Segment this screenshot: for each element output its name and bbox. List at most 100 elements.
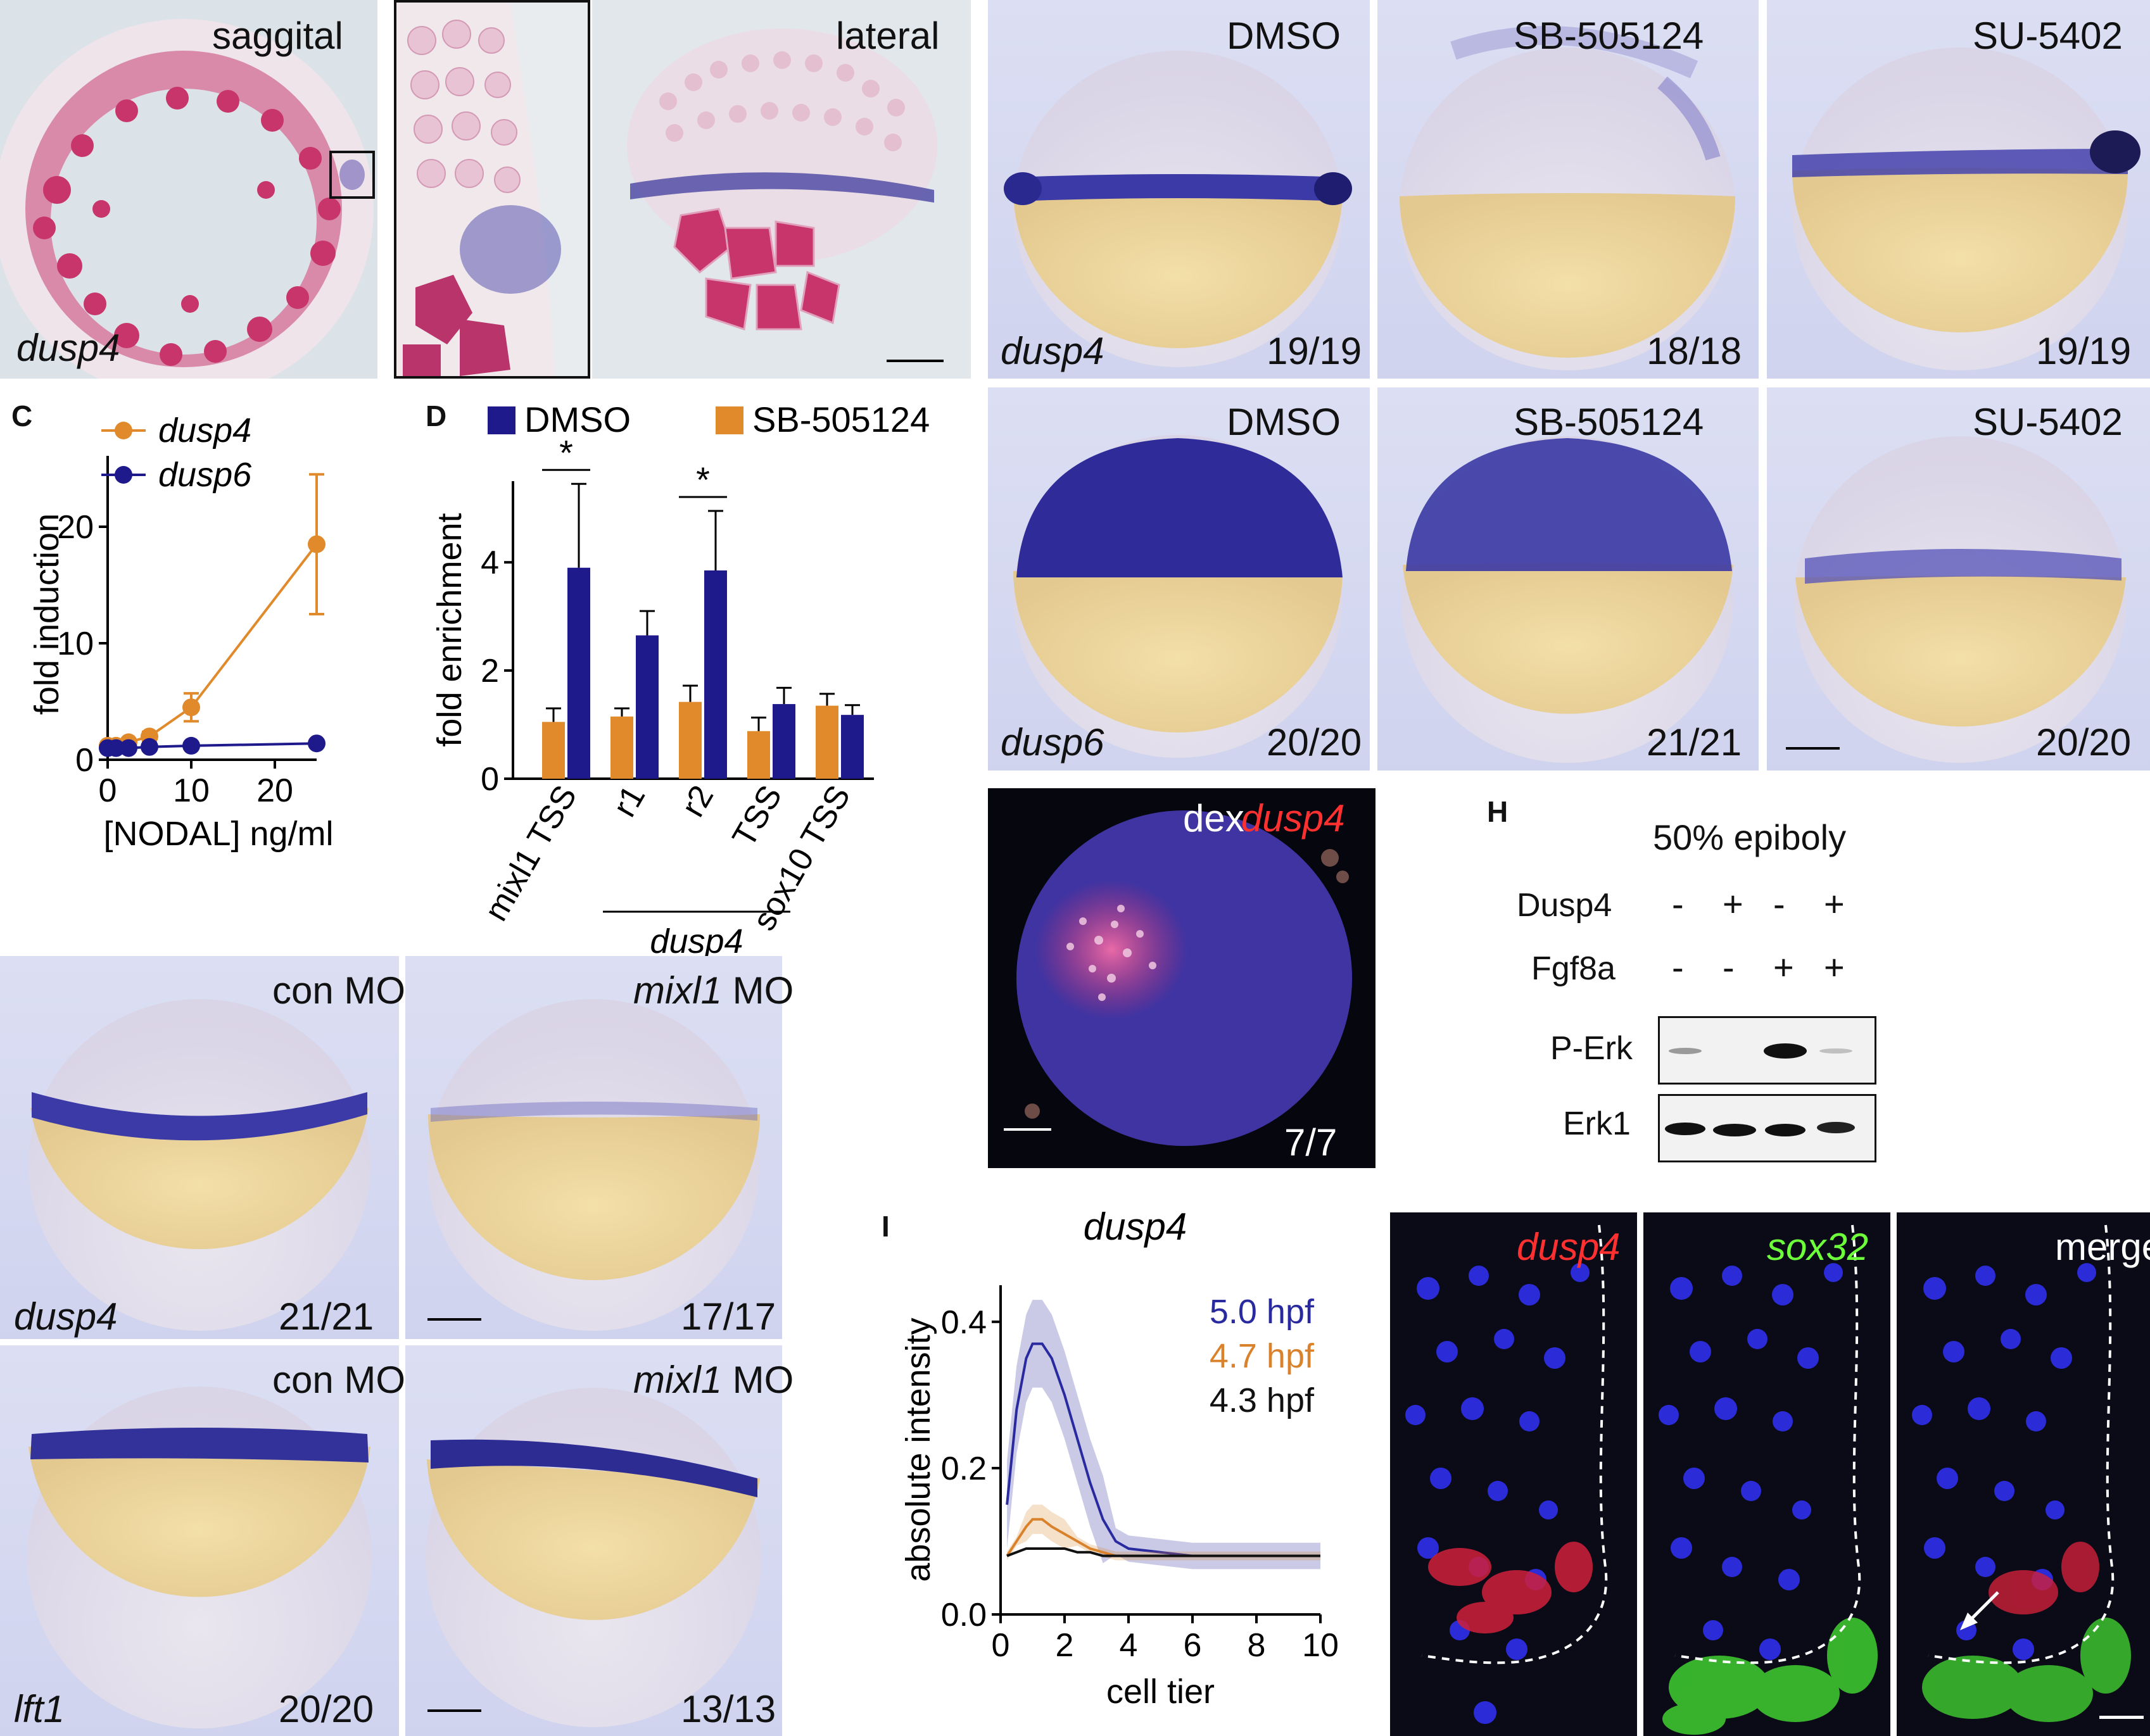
panel-b-tile-title: DMSO — [1227, 15, 1341, 57]
panel-b-dusp6-sb-image — [1377, 387, 1759, 771]
panel-h-sign: + — [1723, 884, 1743, 924]
panel-g-scale-bar — [1004, 1128, 1051, 1131]
panel-label-i: I — [882, 1210, 890, 1243]
data-point — [182, 736, 200, 755]
bar — [636, 635, 659, 779]
y-tick-label: 0.2 — [941, 1450, 987, 1487]
panel-f-mo-suffix: MO — [722, 1359, 794, 1401]
panel-h-title: 50% epiboly — [1653, 817, 1847, 857]
legend-label: DMSO — [524, 399, 631, 439]
panel-j-label-dusp4: dusp4 — [1517, 1226, 1621, 1268]
y-tick-label: 10 — [57, 626, 94, 662]
panel-e-scale-bar — [427, 1318, 481, 1321]
series-line — [1006, 1547, 1320, 1557]
panel-e-mo-suffix: MO — [722, 969, 794, 1012]
x-axis-label: cell tier — [1106, 1673, 1215, 1711]
x-tick-label: 20 — [256, 772, 293, 809]
panel-e-mixl1-mo-image — [405, 956, 782, 1339]
error-band — [1007, 1300, 1320, 1569]
panel-h-sign: - — [1773, 884, 1785, 924]
panel-e-gene-label: dusp4 — [14, 1295, 118, 1338]
panel-f-mo-title: mixl1 MO — [633, 1358, 794, 1402]
y-tick-label: 0 — [481, 761, 499, 798]
series-line — [108, 543, 318, 747]
panel-f-count: 13/13 — [681, 1688, 776, 1730]
data-point — [141, 738, 158, 756]
panel-h-sign: - — [1672, 884, 1684, 924]
y-tick-label: 20 — [57, 509, 94, 546]
panel-label-h: H — [1487, 795, 1508, 828]
panel-label-d: D — [426, 399, 447, 432]
panel-e-mo-gene: mixl1 — [633, 969, 723, 1012]
panel-b-dusp6-su-image — [1767, 387, 2150, 771]
panel-b-dusp4-dmso-image — [988, 0, 1370, 379]
panel-b-row1-gene-label: dusp4 — [1001, 330, 1104, 372]
y-axis-label: fold induction — [28, 513, 66, 715]
panel-h-row-label: Erk1 — [1563, 1105, 1631, 1142]
x-tick-label: 2 — [1056, 1627, 1074, 1664]
panel-e-tile-title: con MO — [272, 969, 406, 1012]
panel-b-count: 20/20 — [1267, 721, 1362, 764]
panel-h-perk-blot — [1658, 1016, 1876, 1085]
panel-b-row2-gene-label: dusp6 — [1001, 721, 1104, 764]
significance-mark: * — [696, 460, 710, 500]
data-point — [308, 734, 326, 753]
panel-a-saggital-image — [0, 0, 377, 379]
legend-marker — [115, 422, 132, 439]
legend-swatch — [488, 406, 515, 434]
panel-b-dusp6-dmso-image — [988, 387, 1370, 771]
panel-f-tile-title: con MO — [272, 1359, 406, 1401]
legend-swatch — [716, 406, 743, 434]
bar — [567, 567, 590, 779]
x-tick-label: r1 — [606, 779, 652, 823]
panel-b-count: 18/18 — [1647, 330, 1742, 372]
x-tick-label: 10 — [173, 772, 210, 809]
bar — [773, 704, 795, 779]
panel-b-tile-title: SB-505124 — [1514, 15, 1704, 57]
panel-h-sign: + — [1824, 947, 1845, 987]
y-tick-label: 0.0 — [941, 1597, 987, 1633]
panel-f-scale-bar — [427, 1709, 481, 1712]
panel-f-mixl1-mo-image — [405, 1345, 782, 1736]
legend-label: 4.3 hpf — [1210, 1381, 1315, 1419]
bar — [841, 715, 864, 779]
panel-h-row-label: Dusp4 — [1517, 887, 1612, 924]
panel-g-count: 7/7 — [1284, 1121, 1337, 1164]
panel-h-row-label: P-Erk — [1550, 1030, 1633, 1067]
panel-e-con-mo-image — [0, 956, 399, 1339]
panel-label-c: C — [11, 399, 33, 432]
panel-e-count: 17/17 — [681, 1295, 776, 1338]
panel-e-mo-title: mixl1 MO — [633, 969, 794, 1012]
bar — [610, 716, 633, 779]
x-tick-label: 4 — [1120, 1627, 1138, 1664]
panel-j-sox32-image — [1643, 1212, 1890, 1736]
panel-b-count: 20/20 — [2036, 721, 2132, 764]
x-tick-label: 0 — [992, 1627, 1010, 1664]
bar — [704, 570, 727, 779]
panel-b-count: 19/19 — [1267, 330, 1362, 372]
data-point — [308, 535, 326, 553]
y-tick-label: 4 — [481, 544, 499, 581]
panel-a-scale-bar — [887, 360, 944, 362]
data-point — [182, 698, 200, 717]
legend-label: 4.7 hpf — [1210, 1337, 1315, 1375]
x-tick-label: TSS — [726, 779, 790, 853]
x-tick-label: mixl1 TSS — [477, 779, 584, 927]
panel-h-erk1-blot — [1658, 1094, 1876, 1162]
y-tick-label: 0.4 — [941, 1304, 987, 1341]
panel-e-count: 21/21 — [279, 1295, 374, 1338]
panel-h-sign: + — [1773, 947, 1794, 987]
chart-title: dusp4 — [1084, 1205, 1187, 1248]
panel-b-count: 21/21 — [1647, 721, 1742, 764]
panel-b-tile-title: SU-5402 — [1973, 15, 2123, 57]
y-tick-label: 2 — [481, 653, 499, 689]
panel-a-saggital-label: saggital — [212, 15, 343, 57]
panel-h-sign: + — [1824, 884, 1845, 924]
panel-a-gene-label: dusp4 — [16, 327, 120, 369]
panel-j-label-merge: merge — [2055, 1226, 2150, 1268]
data-point — [107, 739, 125, 757]
panel-b-dusp4-su-image — [1767, 0, 2150, 379]
panel-h-row-label: Fgf8a — [1531, 950, 1616, 987]
bar — [542, 722, 565, 779]
